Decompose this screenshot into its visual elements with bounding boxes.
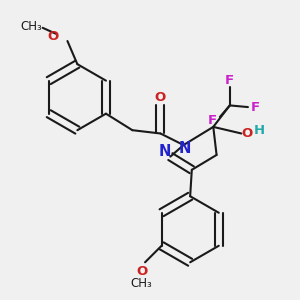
Text: O: O bbox=[155, 91, 166, 104]
Text: H: H bbox=[254, 124, 265, 137]
Text: O: O bbox=[136, 265, 147, 278]
Text: F: F bbox=[208, 114, 217, 127]
Text: CH₃: CH₃ bbox=[131, 277, 153, 290]
Text: F: F bbox=[251, 100, 260, 114]
Text: O: O bbox=[47, 30, 58, 43]
Text: N: N bbox=[158, 144, 171, 159]
Text: CH₃: CH₃ bbox=[20, 20, 42, 33]
Text: N: N bbox=[179, 141, 191, 156]
Text: O: O bbox=[242, 127, 253, 140]
Text: F: F bbox=[225, 74, 234, 87]
